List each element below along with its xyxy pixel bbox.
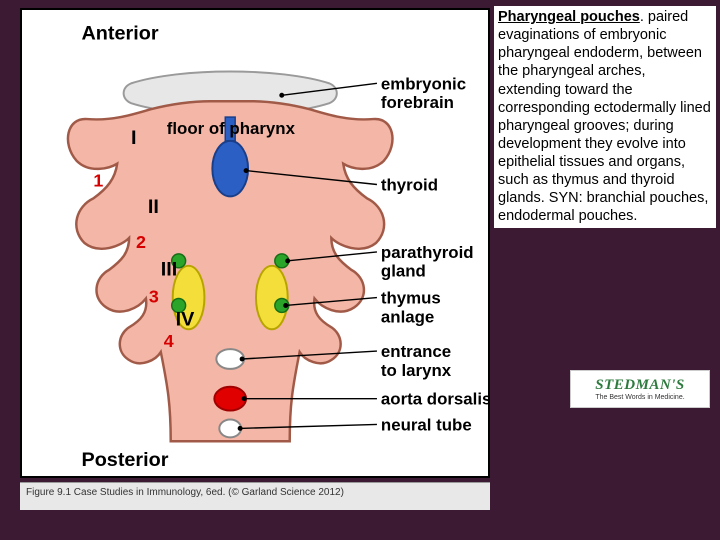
leader-dot-aorta (242, 396, 247, 401)
label-larynx: to larynx (381, 361, 452, 380)
logo-main: STEDMAN'S (595, 377, 685, 394)
figure-panel: IIIIIIIV1234embryonicforebrainfloor of p… (20, 8, 490, 478)
label-forebrain: embryonic (381, 74, 466, 93)
arch-number: IV (176, 308, 196, 330)
leader-dot-larynx (240, 357, 245, 362)
pouch-number: 3 (149, 286, 159, 306)
leader-dot-parathyroid (285, 258, 290, 263)
axis-anterior: Anterior (81, 23, 158, 45)
arch-number: II (148, 196, 159, 218)
pharyngeal-diagram: IIIIIIIV1234embryonicforebrainfloor of p… (22, 10, 488, 476)
caption-text: Figure 9.1 Case Studies in Immunology, 6… (26, 487, 344, 498)
stedmans-logo: STEDMAN'S The Best Words in Medicine. (570, 370, 710, 408)
leader-dot-thymus (283, 303, 288, 308)
arch-number: III (161, 259, 178, 281)
definition-period: . (640, 9, 648, 25)
pouch-number: 4 (164, 331, 174, 351)
label-aorta: aorta dorsalis (381, 390, 488, 409)
label-parathyroid: gland (381, 262, 426, 281)
label-neural: neural tube (381, 415, 472, 434)
leader-dot-thyroid (244, 168, 249, 173)
axis-posterior: Posterior (81, 449, 168, 471)
label-thymus: anlage (381, 307, 434, 326)
label-floor: floor of pharynx (167, 119, 296, 138)
label-parathyroid: parathyroid (381, 243, 474, 262)
arch-number: I (131, 127, 137, 149)
definition-body: paired evaginations of embryonic pharyng… (498, 9, 711, 224)
label-forebrain: forebrain (381, 93, 454, 112)
pouch-number: 2 (136, 232, 146, 252)
leader-dot-neural (238, 426, 243, 431)
leader-dot-forebrain (279, 93, 284, 98)
thyroid (212, 141, 248, 197)
thymus-lobe-1 (256, 266, 288, 329)
label-thymus: thymus (381, 288, 441, 307)
aorta-dorsalis (214, 387, 246, 411)
label-thyroid: thyroid (381, 175, 438, 194)
figure-caption: Figure 9.1 Case Studies in Immunology, 6… (20, 482, 490, 510)
label-larynx: entrance (381, 342, 451, 361)
definition-block: Pharyngeal pouches. paired evaginations … (494, 6, 716, 228)
pouch-number: 1 (93, 170, 103, 190)
logo-tagline: The Best Words in Medicine. (595, 394, 684, 401)
definition-title: Pharyngeal pouches (498, 9, 640, 25)
